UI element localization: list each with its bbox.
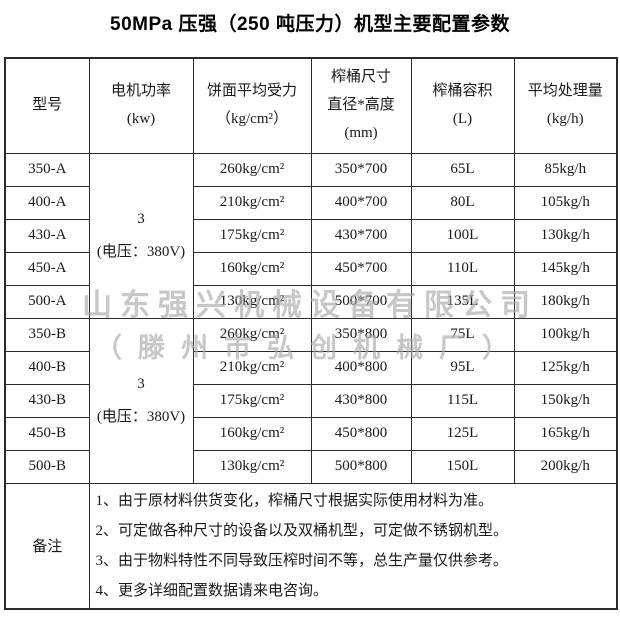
spec-row: 500-B 130kg/cm² 500*800 150L 200kg/h [4,449,618,484]
volume-cell: 100L [410,218,515,253]
pressure-cell: 260kg/cm² [192,317,312,352]
remarks-content: 1、由于原材料供货变化，榨桶尺寸根据实际使用材料为准。 2、可定做各种尺寸的设备以… [88,482,618,609]
motor-power-value: 3 [137,375,145,392]
spec-row: 450-A 160kg/cm² 450*700 110L 145kg/h [4,251,618,286]
col-header-line: (L) [452,110,473,127]
remarks-label: 备注 [4,482,90,609]
spec-table: 型号 电机功率 (kw) 饼面平均受力 （kg/cm²） 榨桶尺寸直径*高度 (mm) 榨桶容… [4,57,618,610]
motor-power-cell: 3 (电压：380V) [88,152,194,319]
col-header-line: （kg/cm²） [216,110,288,127]
size-cell: 430*700 [310,218,412,253]
output-cell: 200kg/h [513,449,618,484]
output-cell: 100kg/h [513,317,618,352]
size-cell: 400*700 [310,185,412,220]
col-header-4: 榨桶容积 (L) [410,57,515,154]
volume-cell: 110L [410,251,515,286]
spec-row: 400-A 210kg/cm² 400*700 80L 105kg/h [4,185,618,220]
col-header-3: 榨桶尺寸直径*高度 (mm) [310,57,412,154]
remark-line: 4、更多详细配置数据请来电咨询。 [95,582,329,599]
output-cell: 145kg/h [513,251,618,286]
spec-row: 400-B 210kg/cm² 400*800 95L 125kg/h [4,350,618,385]
volume-cell: 80L [410,185,515,220]
motor-power-cell: 3 (电压：380V) [88,317,194,484]
spec-row: 500-A 130kg/cm² 500*700 135L 180kg/h [4,284,618,319]
motor-voltage-note: (电压：380V) [96,408,186,425]
volume-cell: 95L [410,350,515,385]
model-cell: 400-A [4,185,90,220]
size-cell: 400*800 [310,350,412,385]
volume-cell: 125L [410,416,515,451]
model-cell: 400-B [4,350,90,385]
col-header-5: 平均处理量 (kg/h) [513,57,618,154]
spec-row: 430-B 175kg/cm² 430*800 115L 150kg/h [4,383,618,418]
col-header-line: 榨桶尺寸 [330,69,391,86]
col-header-0: 型号 [4,57,90,154]
volume-cell: 75L [410,317,515,352]
model-cell: 430-A [4,218,90,253]
remark-line: 3、由于物料特性不同导致压榨时间不等，总生产量仅供参考。 [95,552,509,569]
col-header-line: 饼面平均受力 [206,83,297,99]
model-cell: 350-B [4,317,90,352]
motor-power-value: 3 [137,210,145,227]
model-cell: 430-B [4,383,90,418]
size-cell: 350*800 [310,317,412,352]
col-header-line: 电机功率 [110,83,171,99]
size-cell: 500*700 [310,284,412,319]
output-cell: 85kg/h [513,152,618,187]
volume-cell: 115L [410,383,515,418]
pressure-cell: 175kg/cm² [192,218,312,253]
pressure-cell: 160kg/cm² [192,416,312,451]
spec-row: 350-B 3 (电压：380V) 260kg/cm² 350*800 75L 100kg/… [4,317,618,484]
model-cell: 500-B [4,449,90,484]
remarks-row: 备注 1、由于原材料供货变化，榨桶尺寸根据实际使用材料为准。 2、可定做各种尺寸的… [4,482,618,609]
output-cell: 130kg/h [513,218,618,253]
remark-line: 2、可定做各种尺寸的设备以及双桶机型，可定做不锈钢机型。 [95,522,509,539]
col-header-line: 型号 [32,96,63,113]
volume-cell: 135L [410,284,515,319]
col-header-line: (kg/h) [546,110,584,127]
volume-cell: 65L [410,152,515,187]
header-row: 型号 电机功率 (kw) 饼面平均受力 （kg/cm²） 榨桶尺寸直径*高度 (mm) 榨桶容… [4,57,618,154]
pressure-cell: 160kg/cm² [192,251,312,286]
size-cell: 350*700 [310,152,412,187]
pressure-cell: 210kg/cm² [192,350,312,385]
output-cell: 125kg/h [513,350,618,385]
col-header-1: 电机功率 (kw) [88,57,194,154]
pressure-cell: 175kg/cm² [192,383,312,418]
output-cell: 165kg/h [513,416,618,451]
col-header-line: 平均处理量 [527,83,603,99]
size-cell: 430*800 [310,383,412,418]
model-cell: 450-B [4,416,90,451]
spec-row: 350-A 3 (电压：380V) 260kg/cm² 350*700 65L 85kg/h [4,152,618,319]
size-cell: 450*700 [310,251,412,286]
page-title: 50MPa 压强（250 吨压力）机型主要配置参数 [110,14,510,35]
col-header-line: 榨桶容积 [432,83,493,99]
motor-voltage-note: (电压：380V) [96,243,186,260]
pressure-cell: 130kg/cm² [192,284,312,319]
output-cell: 150kg/h [513,383,618,418]
output-cell: 105kg/h [513,185,618,220]
pressure-cell: 210kg/cm² [192,185,312,220]
spec-row: 430-A 175kg/cm² 430*700 100L 130kg/h [4,218,618,253]
col-header-line: (mm) [344,124,378,141]
col-header-line: 直径*高度 [327,96,395,113]
model-cell: 350-A [4,152,90,187]
volume-cell: 150L [410,449,515,484]
remark-line: 1、由于原材料供货变化，榨桶尺寸根据实际使用材料为准。 [95,492,494,509]
col-header-line: (kw) [126,110,156,127]
pressure-cell: 130kg/cm² [192,449,312,484]
pressure-cell: 260kg/cm² [192,152,312,187]
model-cell: 450-A [4,251,90,286]
size-cell: 450*800 [310,416,412,451]
size-cell: 500*800 [310,449,412,484]
col-header-2: 饼面平均受力 （kg/cm²） [192,57,312,154]
output-cell: 180kg/h [513,284,618,319]
model-cell: 500-A [4,284,90,319]
